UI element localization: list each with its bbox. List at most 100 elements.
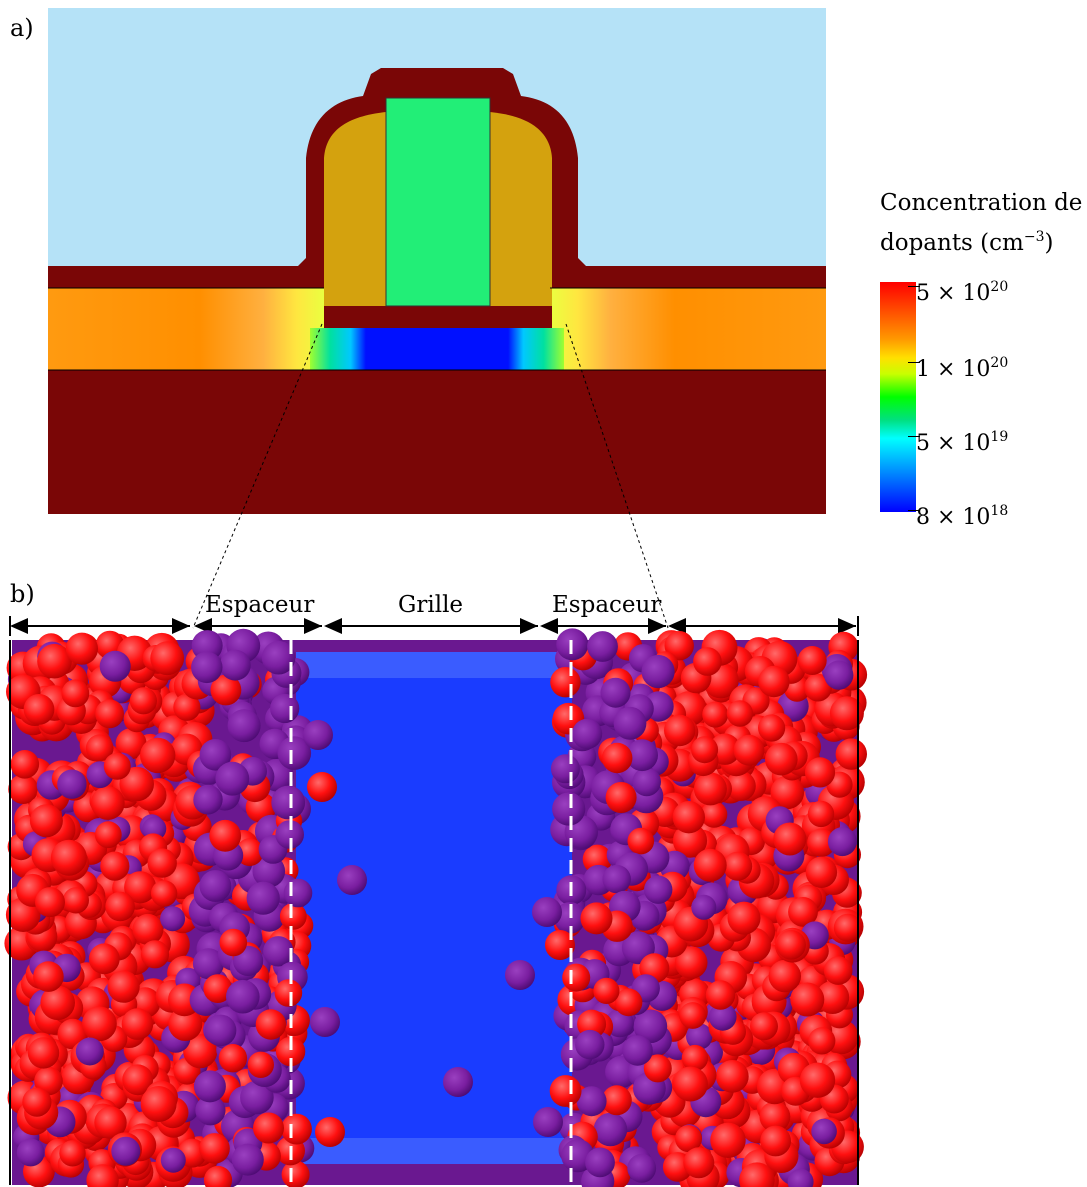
drain-region [550,288,826,370]
dopant-atom [33,961,64,992]
dopant-atom [315,1117,345,1147]
dopant-atom [119,766,154,802]
dopant-atom [59,1140,86,1167]
dimension-label-spacer-right: Espaceur [552,592,662,618]
dopant-atom [575,1029,605,1060]
dopant-atom [303,720,333,750]
dopant-atom [168,1007,203,1041]
dopant-atom [602,864,631,894]
dopant-atom [173,693,201,721]
dopant-atom [129,687,157,715]
dopant-atom [683,1147,715,1179]
dopant-atom [263,936,294,967]
dopant-atom [733,734,765,766]
dopant-atom [545,930,575,960]
dopant-atom [199,870,232,902]
dopant-atom [505,960,535,990]
dopant-atom [790,982,825,1017]
dopant-atom [593,1112,628,1147]
dopant-atom [552,792,586,826]
dopant-atom [632,767,661,797]
dopant-atom [710,1122,746,1158]
dopant-atom [533,1107,563,1137]
dopant-atom [605,782,637,813]
dopant-atom [231,1143,264,1176]
dopant-atom [209,819,242,852]
dopant-atom [739,1162,775,1187]
dopant-atom [246,881,280,915]
colorbar-tick-label: 1 × 1020 [916,355,1009,382]
dopant-atom [808,1027,836,1055]
dopant-atom [622,1035,653,1066]
spacer-right [490,112,552,306]
dopant-atom [10,750,40,779]
dopant-atom [191,630,223,662]
dopant-atom [140,940,170,969]
dopant-atom [203,974,233,1003]
dopant-atom [122,1064,154,1096]
dopant-atom [614,988,643,1017]
dopant-atom [99,650,131,682]
dopant-atom [94,1106,127,1139]
dopant-atom [811,1118,837,1145]
dopant-atom [627,827,655,855]
dopant-atom [124,871,157,904]
dopant-atom [219,649,251,681]
dopant-atom [132,913,164,945]
dopant-atom [147,848,177,878]
dopant-atom [765,742,798,776]
dopant-atom [633,1009,668,1044]
dopant-atom [199,1133,230,1164]
dopant-atom [805,856,838,888]
dopant-atom [773,822,807,856]
dopant-atom [88,943,120,975]
dopant-atom [691,736,719,764]
dopant-atom [90,786,125,820]
dopant-atom [674,946,708,979]
dopant-atom [602,742,633,774]
dopant-atom [274,979,303,1007]
dopant-atom [279,903,307,930]
dopant-atom [270,693,300,724]
dopant-atom [183,1034,218,1069]
panel-label-b: b) [10,580,35,608]
dopant-atom [281,1113,312,1145]
dopant-atom [804,673,832,702]
dopant-atom [807,800,835,828]
dopant-atom [150,880,178,907]
dopant-atom [8,774,38,804]
dopant-atom [827,827,857,857]
dopant-atom [641,654,675,689]
dopant-atom [550,754,580,784]
dopant-atom [776,930,806,960]
dopant-atom [150,641,185,676]
dopant-atom [140,737,176,774]
dopant-atom [86,1164,119,1187]
dopant-atom [255,1009,287,1040]
dopant-atom [833,913,862,942]
dopant-atom [627,1153,657,1183]
dopant-atom [550,667,581,698]
dopant-atom [310,1007,340,1037]
dopant-atom [679,1002,707,1029]
dopant-atom [261,640,296,675]
dopant-atom [600,677,631,708]
dopant-atom [281,1160,310,1187]
dopant-atom [100,851,130,881]
dopant-atom [664,714,696,747]
dopant-atom [760,1125,791,1157]
colorbar-tick-label: 8 × 1018 [916,503,1009,530]
device-cross-section [48,8,826,514]
dopant-atom [725,771,756,801]
substrate [48,370,826,514]
dopant-atom [549,1075,582,1107]
dopant-atom [337,865,367,895]
dopant-atom [700,801,728,828]
dimension-label-spacer-left: Espaceur [205,592,315,618]
dopant-atom [23,694,55,725]
dopant-atom [29,804,63,838]
dopant-atom [193,1070,226,1103]
dopant-atom [193,785,223,815]
dopant-atom [804,757,836,788]
